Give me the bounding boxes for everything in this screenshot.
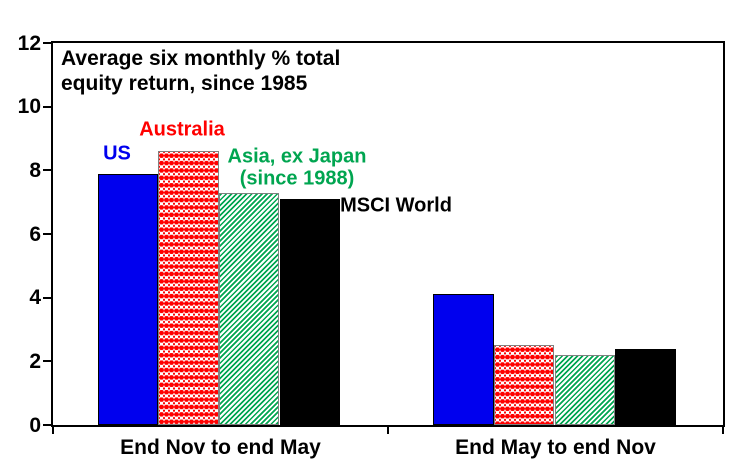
y-axis-label-12: 12 (17, 31, 41, 55)
chart-title-line-2: equity return, since 1985 (61, 72, 308, 95)
bar-msci-world-group2 (615, 348, 676, 425)
y-axis-label-6: 6 (29, 222, 41, 246)
series-label-australia: Australia (139, 118, 225, 141)
y-axis-tick-2 (43, 360, 51, 363)
bar-asia-ex-japan-group2 (554, 354, 616, 425)
series-label-asia-line-1: Asia, ex Japan (227, 145, 367, 168)
y-axis-label-0: 0 (29, 413, 41, 437)
bar-msci-world-group1 (279, 198, 341, 425)
x-axis-tick-1 (52, 427, 54, 434)
y-axis-tick-6 (43, 233, 51, 235)
chart-title-line-1: Average six monthly % total (61, 47, 341, 70)
plot-area (51, 41, 725, 427)
y-axis-tick-0 (43, 424, 51, 426)
series-label-asia-ex-japan: Asia, ex Japan (since 1988) (227, 145, 367, 190)
chart-title: Average six monthly % total equity retur… (61, 46, 340, 96)
bar-us-group2 (433, 294, 494, 425)
x-category-label-nov-may: End Nov to end May (120, 436, 321, 459)
y-axis-tick-4 (43, 296, 51, 299)
y-axis-label-4: 4 (29, 286, 41, 310)
y-axis-tick-12 (43, 42, 51, 44)
y-axis-tick-8 (43, 169, 51, 172)
x-axis-tick-3 (722, 427, 724, 434)
y-axis-tick-10 (43, 105, 51, 108)
series-label-msci-world: MSCI World (340, 194, 452, 217)
bar-australia-group1 (158, 151, 219, 425)
series-label-us: US (103, 142, 131, 165)
x-axis-tick-2 (387, 427, 389, 434)
y-axis-label-2: 2 (29, 349, 41, 373)
bar-australia-group2 (493, 345, 555, 425)
bar-asia-ex-japan-group1 (218, 192, 280, 425)
x-category-label-may-nov: End May to end Nov (455, 436, 656, 459)
series-label-asia-line-2: (since 1988) (239, 167, 355, 189)
bar-us-group1 (97, 173, 159, 425)
y-axis-label-8: 8 (29, 158, 41, 182)
y-axis-label-10: 10 (17, 95, 41, 119)
